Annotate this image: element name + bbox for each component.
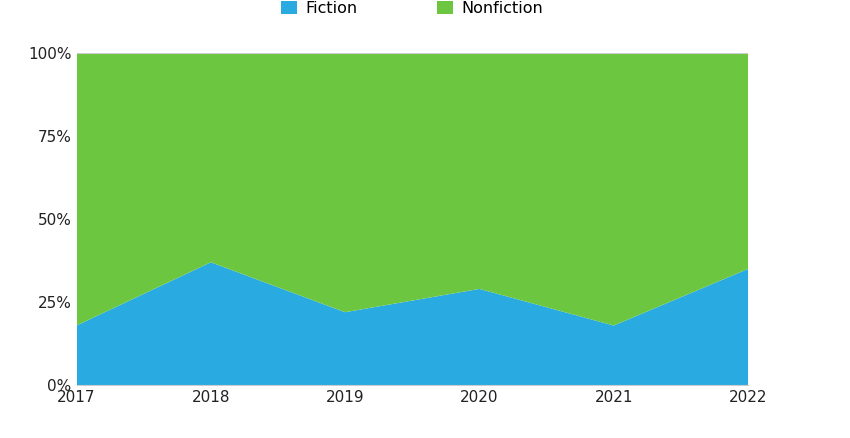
Legend: Fiction, Nonfiction: Fiction, Nonfiction [281,0,543,16]
